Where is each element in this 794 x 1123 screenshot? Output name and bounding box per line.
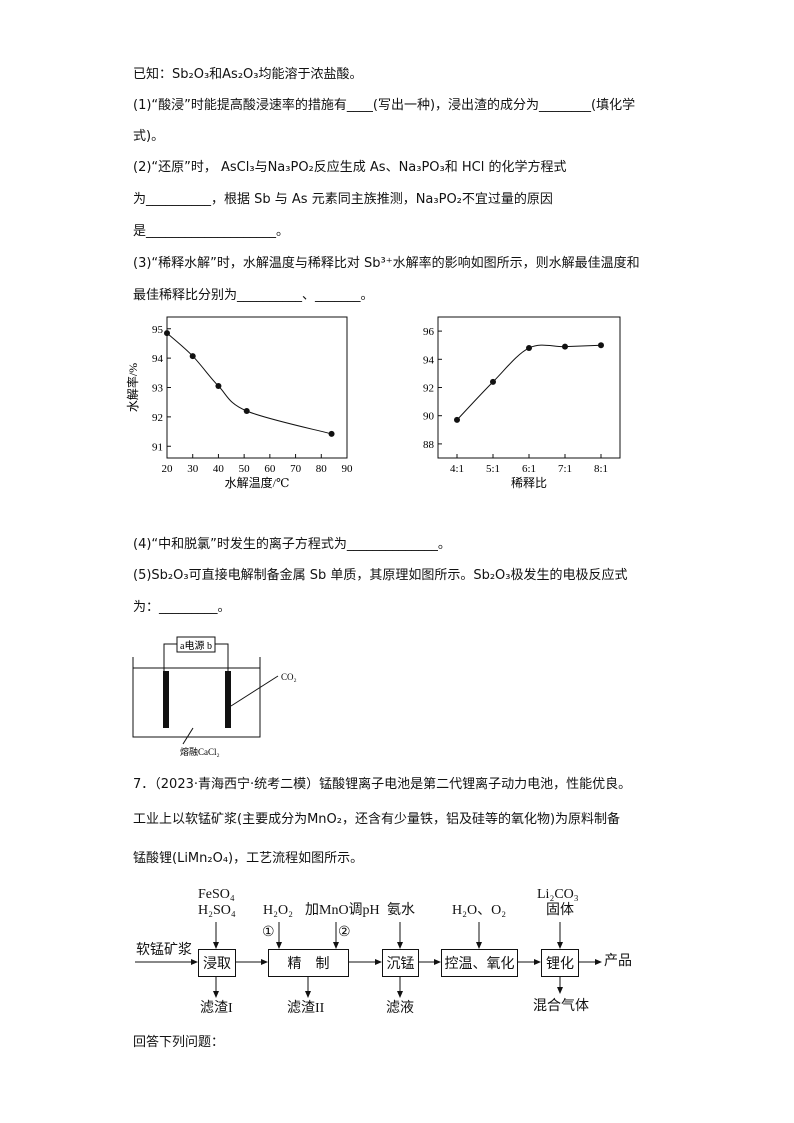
- input-h2o-o2: H₂O、O₂: [452, 903, 507, 918]
- y-tick-label: 91: [152, 441, 163, 453]
- x-tick-label: 50: [239, 463, 251, 475]
- question-2: (2)“还原”时， AsCl₃与Na₃PO₂反应生成 As、Na₃PO₃和 HC…: [133, 160, 567, 175]
- x-tick-label: 40: [213, 463, 225, 475]
- step-leach: 浸取: [198, 949, 236, 977]
- question-1-cont: 式)。: [133, 129, 165, 144]
- y-tick-label: 93: [152, 383, 164, 395]
- question-3-cont: 最佳稀释比分别为__________、_______。: [133, 288, 374, 303]
- x-tick-label: 7:1: [558, 463, 572, 475]
- input-feso4: FeSO₄: [198, 887, 235, 902]
- data-point: [598, 342, 604, 349]
- product-label: 产品: [604, 954, 632, 969]
- y-tick-label: 94: [423, 354, 435, 366]
- input-ammonia: 氨水: [387, 903, 415, 918]
- x-tick-label: 5:1: [486, 463, 500, 475]
- chart-dilution: 88 90 92 94 96 4:1 5:1 6:1 7:1 8:1 稀释比 水解率/%: [410, 316, 621, 490]
- output-residue-1: 滤渣I: [200, 1001, 233, 1016]
- input-mno: 加MnO调pH: [305, 903, 380, 918]
- mark-2: ②: [338, 925, 351, 940]
- data-point: [164, 330, 170, 337]
- question-7: 7．（2023·青海西宁·统考二模）锰酸锂离子电池是第二代锂离子动力电池，性能优…: [133, 777, 632, 792]
- power-label: a电源 b: [180, 639, 212, 652]
- question-7-cont: 工业上以软锰矿浆(主要成分为MnO₂，还含有少量铁，铝及硅等的氧化物)为原料制备: [133, 812, 621, 827]
- co2-label: CO₂: [281, 672, 297, 682]
- mark-1: ①: [262, 925, 275, 940]
- question-2-cont2: 是____________________。: [133, 224, 290, 239]
- y-tick-label: 95: [152, 324, 164, 336]
- y-tick-label: 94: [152, 353, 164, 365]
- x-tick-label: 80: [316, 463, 328, 475]
- data-point: [189, 353, 196, 360]
- step-lithiate: 锂化: [541, 949, 579, 977]
- output-gas: 混合气体: [533, 999, 589, 1014]
- y-tick-label: 92: [423, 383, 434, 395]
- data-point: [526, 345, 532, 352]
- chart-temperature: 91 92 93 94 95 20 30 40 50 60 70 80 90 水解温度/℃ 水解率/%: [125, 316, 354, 490]
- y-tick-label: 88: [423, 439, 435, 451]
- question-7-cont2: 锰酸锂(LiMn₂O₄)，工艺流程如图所示。: [133, 851, 364, 866]
- x-axis-label: 稀释比: [511, 476, 547, 490]
- question-3: (3)“稀释水解”时，水解温度与稀释比对 Sb³⁺水解率的影响如图所示，则水解最…: [133, 256, 640, 271]
- electrolysis-diagram: a电源 b CO₂ 熔融CaCl₂: [132, 636, 297, 757]
- x-tick-label: 4:1: [450, 463, 464, 475]
- input-h2so4: H₂SO₄: [198, 903, 236, 918]
- y-axis-label: 水解率/%: [125, 363, 140, 412]
- feed-label: 软锰矿浆: [136, 943, 192, 958]
- x-axis-label: 水解温度/℃: [225, 475, 290, 490]
- input-h2o2: H₂O₂: [263, 903, 293, 918]
- question-5-cont: 为：_________。: [133, 600, 231, 615]
- x-tick-label: 30: [187, 463, 199, 475]
- electrode-left: [163, 671, 169, 728]
- data-point: [328, 430, 335, 437]
- question-4: (4)“中和脱氯”时发生的离子方程式为______________。: [133, 537, 451, 552]
- input-solid: 固体: [546, 903, 574, 918]
- question-2-cont: 为__________，根据 Sb 与 As 元素同主族推测，Na₃PO₂不宜过…: [133, 192, 553, 207]
- y-tick-label: 96: [423, 326, 435, 338]
- data-point: [243, 408, 250, 414]
- step-precipitate: 沉锰: [382, 949, 419, 977]
- step-oxidize: 控温、氧化: [441, 949, 518, 977]
- data-point: [490, 378, 496, 385]
- x-tick-label: 90: [342, 463, 354, 475]
- electrolyte-label: 熔融CaCl₂: [180, 746, 220, 757]
- x-tick-label: 8:1: [594, 463, 608, 475]
- y-tick-label: 90: [423, 411, 435, 423]
- question-1: (1)“酸浸”时能提高酸浸速率的措施有____(写出一种)，浸出渣的成分为___…: [133, 98, 636, 113]
- answer-prompt: 回答下列问题：: [133, 1035, 225, 1050]
- data-point: [562, 343, 568, 350]
- given-text: 已知：Sb₂O₃和As₂O₃均能溶于浓盐酸。: [133, 67, 363, 82]
- step-refine: 精 制: [268, 949, 349, 977]
- question-5: (5)Sb₂O₃可直接电解制备金属 Sb 单质，其原理如图所示。Sb₂O₃极发生…: [133, 568, 628, 583]
- x-tick-label: 70: [290, 463, 302, 475]
- x-tick-label: 6:1: [522, 463, 536, 475]
- y-tick-label: 92: [152, 412, 163, 424]
- electrode-right: [225, 671, 231, 728]
- data-point: [215, 383, 222, 390]
- output-filtrate: 滤液: [386, 1001, 414, 1016]
- y-axis-label: 水解率/%: [410, 363, 411, 412]
- input-li2co3: Li₂CO₃: [537, 887, 579, 902]
- x-tick-label: 20: [162, 463, 174, 475]
- x-tick-label: 60: [264, 463, 276, 475]
- output-residue-2: 滤渣II: [287, 1001, 325, 1016]
- data-point: [454, 416, 460, 423]
